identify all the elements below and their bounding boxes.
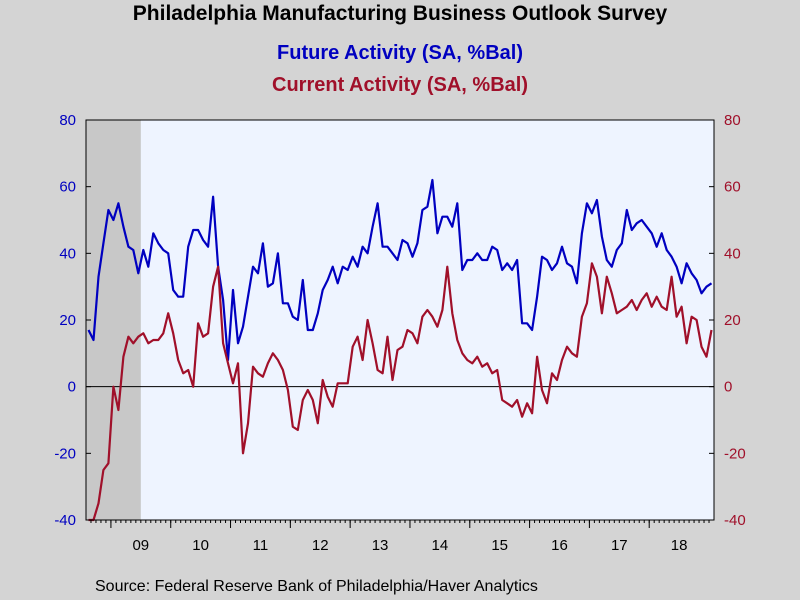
y-tick-label-left: 60	[59, 179, 76, 196]
chart-title: Philadelphia Manufacturing Business Outl…	[132, 2, 668, 25]
series-title-current: Current Activity (SA, %Bal)	[272, 74, 528, 96]
plot-background	[86, 120, 714, 520]
x-tick-label: 15	[491, 537, 508, 554]
series-title-future: Future Activity (SA, %Bal)	[277, 42, 523, 64]
x-tick-label: 12	[312, 537, 329, 554]
source-note: Source: Federal Reserve Bank of Philadel…	[95, 578, 538, 595]
y-tick-label-left: 0	[68, 379, 76, 396]
y-tick-label-left: -40	[54, 512, 76, 529]
axes: -40 -40 -20 -20 0 0 20 20 40 40 60 60 80 80 09 10 11 12 13…	[54, 112, 745, 554]
x-tick-label: 09	[132, 537, 149, 554]
x-tick-label: 13	[372, 537, 389, 554]
y-tick-label-right: 40	[724, 245, 741, 262]
series-lines	[87, 178, 713, 522]
y-tick-label-right: -40	[724, 512, 746, 529]
y-tick-label-left: 20	[59, 312, 76, 329]
y-tick-label-left: 80	[59, 112, 76, 129]
x-tick-label: 14	[432, 537, 449, 554]
y-tick-label-left: 40	[59, 245, 76, 262]
y-tick-label-right: 20	[724, 312, 741, 329]
y-tick-label-right: 60	[724, 179, 741, 196]
x-tick-label: 10	[192, 537, 209, 554]
y-tick-label-left: -20	[54, 445, 76, 462]
y-tick-label-right: 0	[724, 379, 732, 396]
y-tick-label-right: 80	[724, 112, 741, 129]
series-line-current	[88, 262, 713, 522]
y-tick-label-right: -20	[724, 445, 746, 462]
x-tick-label: 17	[611, 537, 628, 554]
x-tick-label: 11	[253, 537, 269, 554]
series-line-future	[87, 178, 713, 362]
x-tick-label: 16	[551, 537, 568, 554]
x-tick-label: 18	[671, 537, 688, 554]
